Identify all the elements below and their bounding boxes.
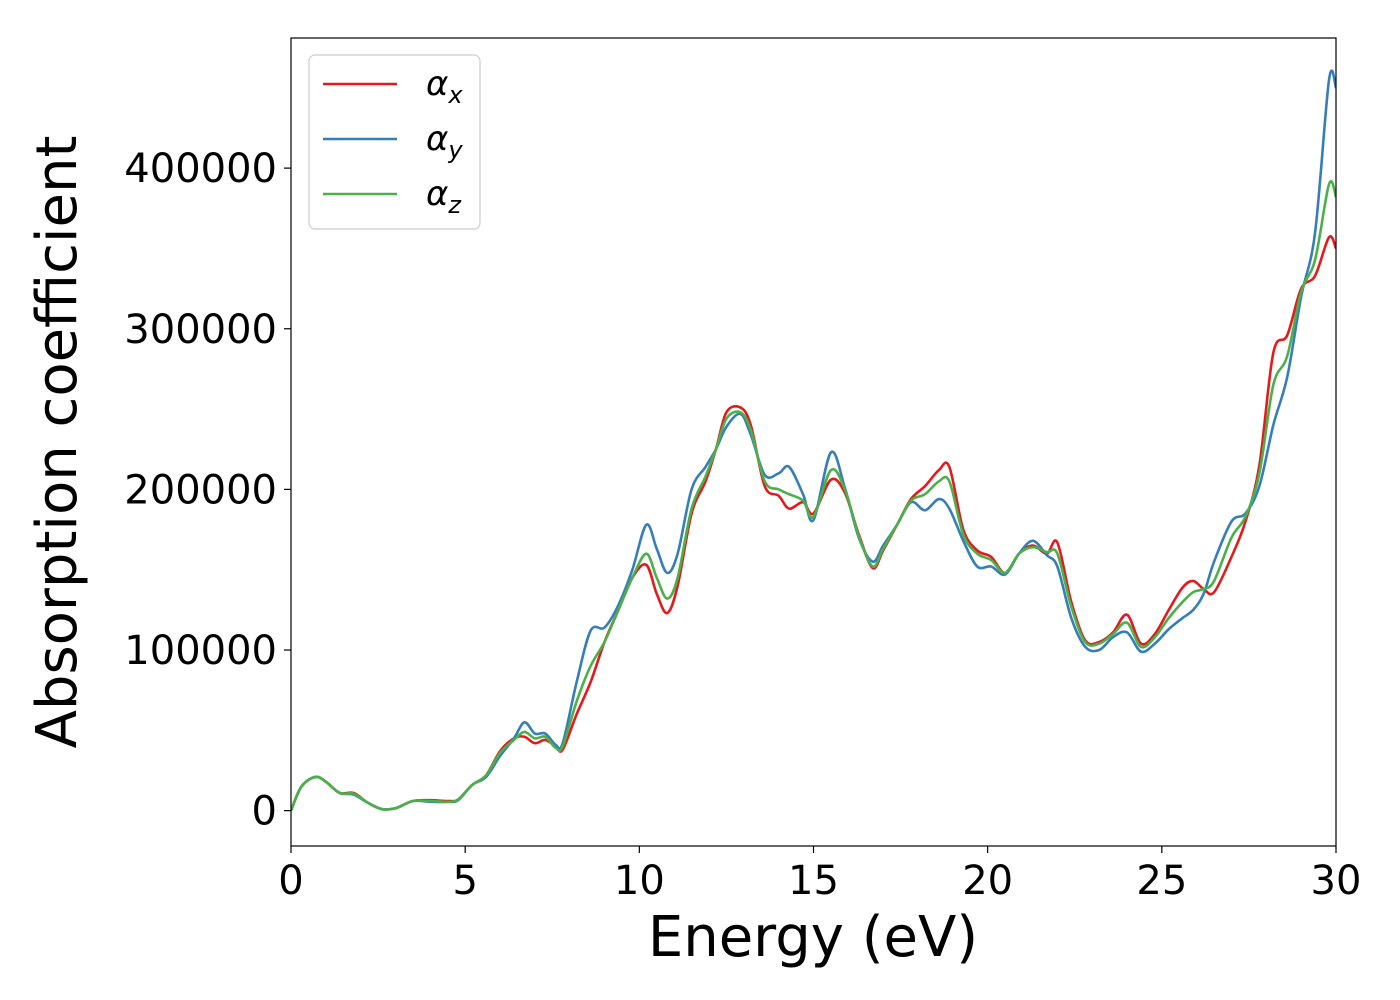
x-tick-label: 30	[1311, 858, 1362, 904]
x-tick-label: 25	[1136, 858, 1187, 904]
y-tick-label: 200000	[124, 467, 277, 513]
x-tick-label: 20	[962, 858, 1013, 904]
x-tick-label: 15	[788, 858, 839, 904]
y-tick-label: 100000	[124, 628, 277, 674]
y-tick-label: 300000	[124, 307, 277, 353]
x-tick-label: 10	[614, 858, 665, 904]
series-line-alpha-z	[291, 180, 1336, 812]
x-tick-label: 5	[452, 858, 477, 904]
y-tick-label: 400000	[124, 146, 277, 192]
series-line-alpha-x	[291, 234, 1336, 812]
x-tick-label: 0	[278, 858, 303, 904]
y-axis-label: Absorption coefficient	[25, 136, 90, 749]
legend-label-alpha-z: αz	[426, 174, 462, 219]
legend-box	[308, 54, 481, 230]
x-axis-label: Energy (eV)	[648, 905, 978, 970]
y-tick-label: 0	[252, 789, 277, 835]
